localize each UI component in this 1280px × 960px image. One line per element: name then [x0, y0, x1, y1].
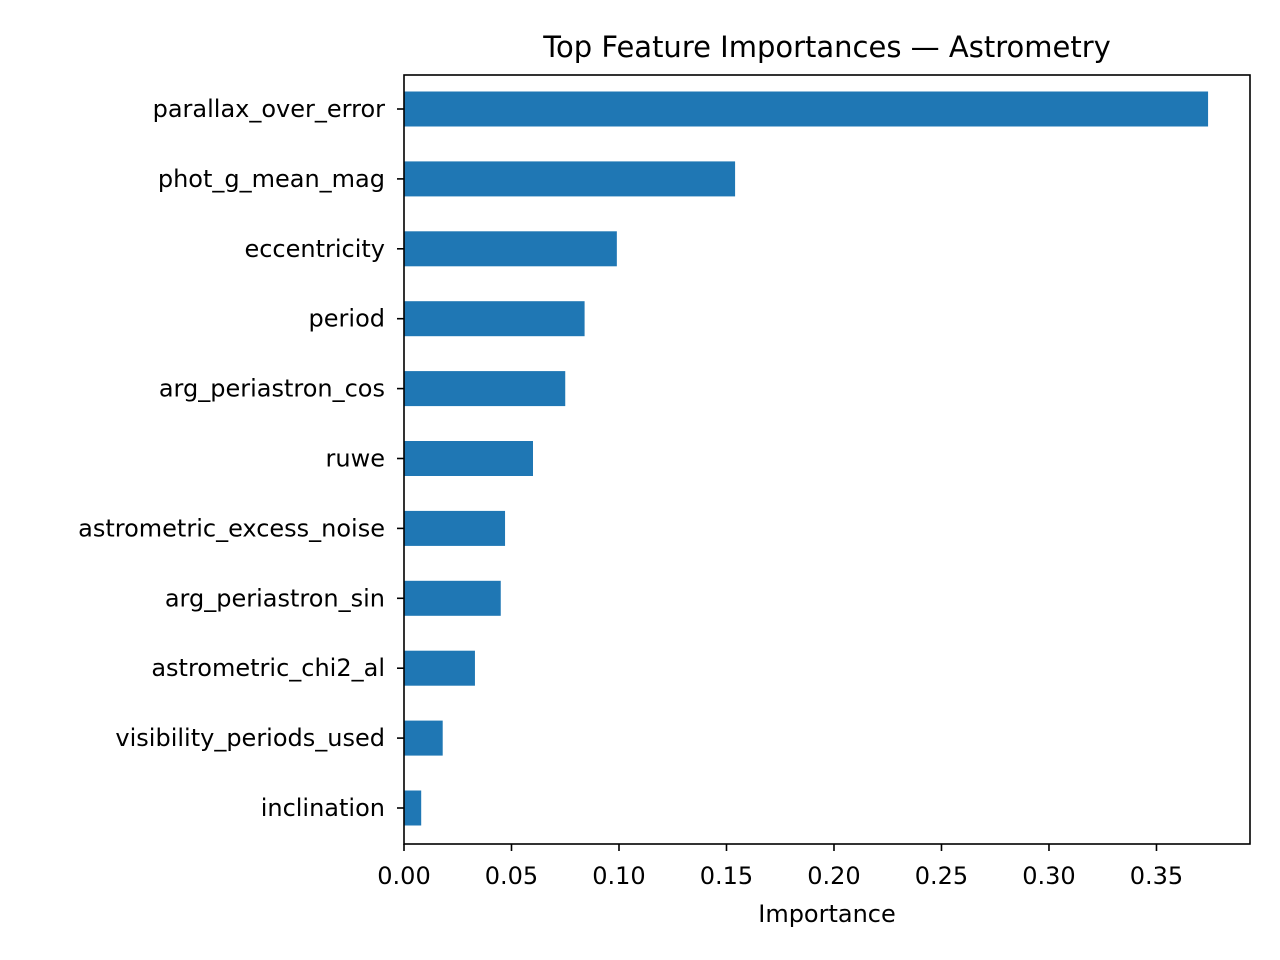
y-tick-label: phot_g_mean_mag	[158, 165, 385, 193]
y-tick-label: inclination	[261, 794, 385, 822]
plot-frame	[403, 74, 1251, 845]
x-axis: 0.00 0.05 0.10 0.15 0.20 0.25 0.30 0.35	[377, 844, 1183, 890]
bar-arg-periastron-cos	[404, 371, 566, 407]
x-tick-label: 0.20	[807, 862, 860, 890]
bar-parallax-over-error	[404, 91, 1209, 127]
bar-visibility-periods-used	[404, 720, 443, 756]
x-tick-label: 0.30	[1022, 862, 1075, 890]
y-tick-label: visibility_periods_used	[115, 724, 385, 752]
y-tick-label: arg_periastron_cos	[159, 375, 385, 403]
x-tick-label: 0.35	[1130, 862, 1183, 890]
bar-period	[404, 301, 585, 337]
y-tick-label: eccentricity	[244, 235, 385, 263]
y-axis: parallax_over_error phot_g_mean_mageccent…	[78, 95, 404, 822]
bar-inclination	[404, 790, 422, 826]
x-tick-label: 0.10	[592, 862, 645, 890]
x-tick-label: 0.00	[377, 862, 430, 890]
y-tick-label: astrometric_chi2_al	[151, 654, 385, 682]
x-axis-label: Importance	[758, 900, 896, 928]
y-tick-label: ruwe	[326, 445, 385, 473]
bar-ruwe	[404, 441, 533, 476]
bar-eccentricity	[404, 231, 617, 267]
bar-astrometric-excess-noise	[404, 510, 506, 546]
bar-arg-periastron-sin	[404, 580, 501, 616]
y-tick-label: parallax_over_error	[153, 95, 386, 123]
y-tick-label: astrometric_excess_noise	[78, 514, 385, 542]
bar-phot-g-mean-mag	[404, 161, 736, 197]
bar-astrometric-chi2-al	[404, 650, 475, 686]
x-tick-label: 0.25	[915, 862, 968, 890]
x-tick-label: 0.15	[700, 862, 753, 890]
y-tick-label: arg_periastron_sin	[165, 584, 385, 612]
x-tick-label: 0.05	[485, 862, 538, 890]
y-tick-label: period	[309, 305, 385, 333]
chart-title: Top Feature Importances — Astrometry	[542, 30, 1111, 64]
bars-group	[404, 91, 1209, 826]
